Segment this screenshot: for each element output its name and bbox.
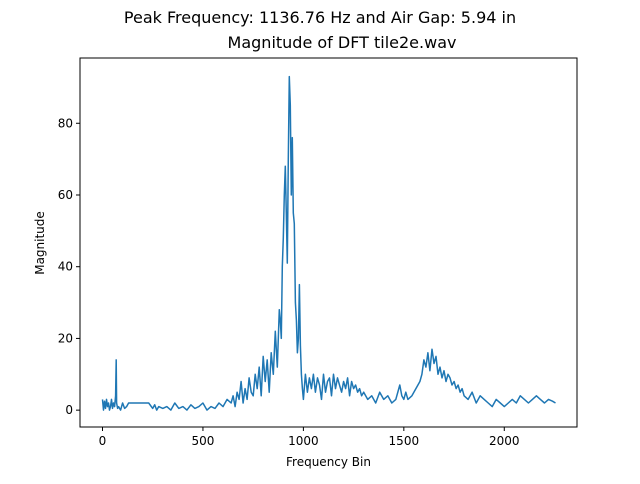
chart-title: Magnitude of DFT tile2e.wav xyxy=(227,33,457,52)
y-axis-label: Magnitude xyxy=(33,211,47,275)
axis-ticks: 0 500 1000 1500 2000 0 20 40 60 80 xyxy=(58,116,520,448)
x-tick-label: 1500 xyxy=(389,434,420,448)
series-lines xyxy=(101,75,556,411)
axes-frame xyxy=(79,57,578,428)
y-tick-label: 20 xyxy=(58,331,73,345)
x-tick-label: 2000 xyxy=(489,434,520,448)
chart-suptitle: Peak Frequency: 1136.76 Hz and Air Gap: … xyxy=(123,8,517,27)
y-tick-label: 80 xyxy=(58,116,73,130)
y-tick-label: 60 xyxy=(58,188,73,202)
magnitude-line xyxy=(101,75,556,411)
x-tick-label: 500 xyxy=(191,434,214,448)
x-axis-label: Frequency Bin xyxy=(286,455,371,469)
y-tick-label: 40 xyxy=(58,260,73,274)
x-tick-label: 0 xyxy=(99,434,107,448)
x-tick-label: 1000 xyxy=(288,434,319,448)
y-tick-label: 0 xyxy=(65,403,73,417)
